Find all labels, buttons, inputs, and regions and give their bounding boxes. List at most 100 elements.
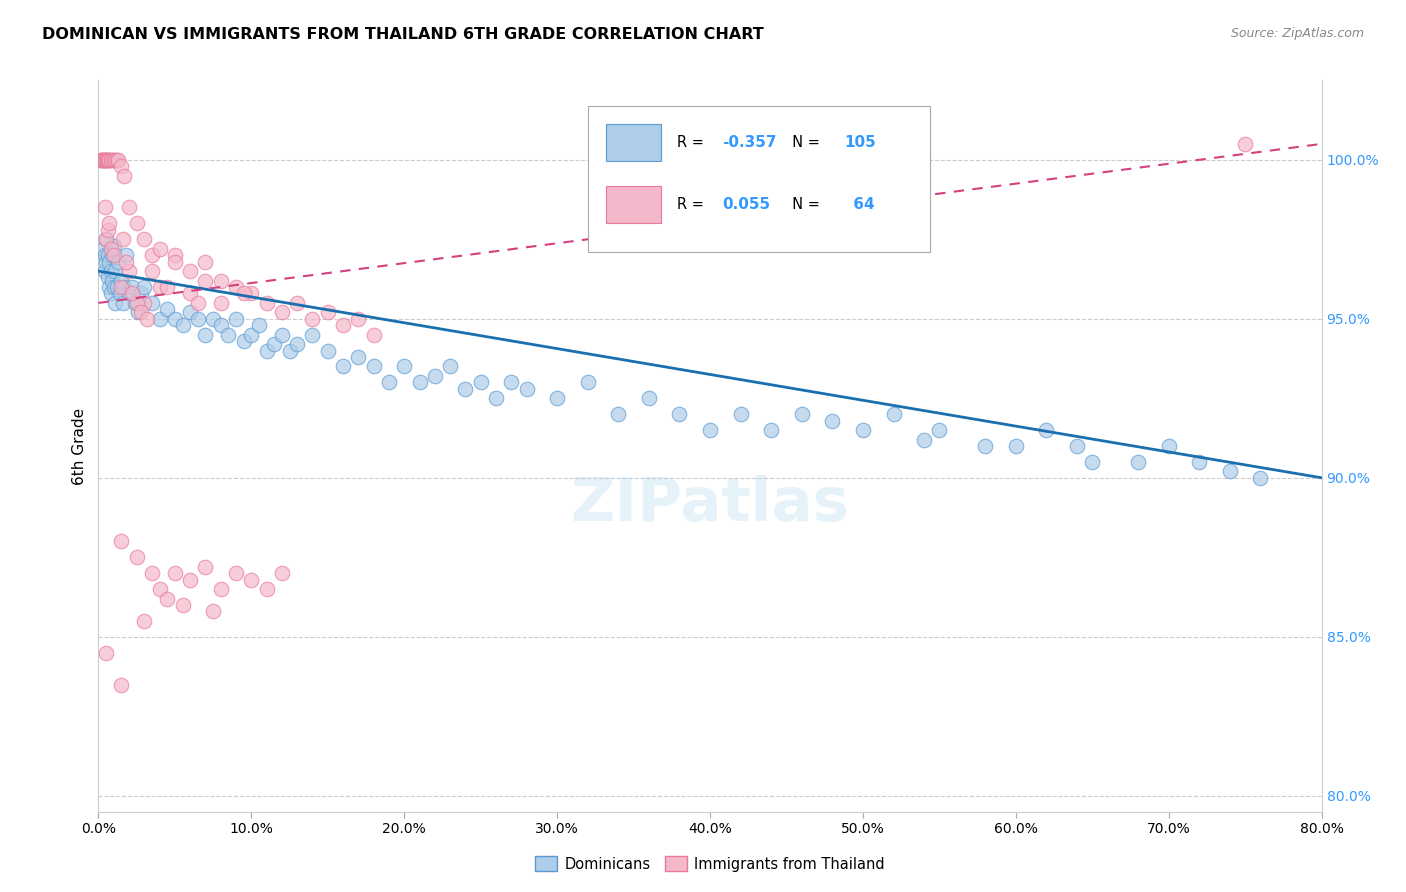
Point: [546, 392, 568, 406]
Point: [347, 311, 370, 326]
Point: [209, 318, 232, 333]
Point: [202, 604, 225, 618]
Point: [93, 153, 115, 167]
Point: [110, 677, 132, 691]
Point: [363, 327, 385, 342]
Point: [103, 238, 125, 252]
Point: [121, 280, 143, 294]
Point: [790, 407, 813, 421]
Point: [285, 296, 308, 310]
Point: [423, 369, 446, 384]
Point: [172, 598, 194, 612]
Point: [156, 591, 179, 606]
Point: [1128, 455, 1150, 469]
Point: [136, 311, 159, 326]
Point: [285, 337, 308, 351]
Point: [111, 232, 134, 246]
Point: [134, 280, 156, 294]
Point: [209, 296, 232, 310]
Text: 64: 64: [848, 197, 875, 212]
Point: [485, 392, 508, 406]
Point: [118, 201, 141, 215]
Point: [94, 232, 117, 246]
Point: [270, 305, 294, 319]
Point: [118, 264, 141, 278]
Point: [270, 327, 294, 342]
Legend: Dominicans, Immigrants from Thailand: Dominicans, Immigrants from Thailand: [530, 850, 890, 878]
Point: [194, 274, 217, 288]
Point: [209, 274, 232, 288]
Point: [149, 311, 172, 326]
Point: [1219, 465, 1241, 479]
Point: [127, 305, 149, 319]
Point: [576, 376, 599, 390]
Point: [111, 296, 134, 310]
Point: [163, 254, 186, 268]
Point: [470, 376, 492, 390]
Point: [607, 407, 630, 421]
Point: [172, 318, 194, 333]
Point: [270, 566, 294, 581]
Point: [91, 153, 114, 167]
Point: [1066, 439, 1088, 453]
Point: [240, 286, 263, 301]
Point: [316, 305, 339, 319]
Point: [179, 264, 201, 278]
Point: [94, 153, 117, 167]
Point: [179, 305, 201, 319]
Point: [141, 264, 163, 278]
Point: [91, 242, 114, 256]
Point: [124, 296, 146, 310]
Point: [115, 254, 138, 268]
Point: [118, 286, 141, 301]
Point: [301, 311, 323, 326]
Point: [301, 327, 323, 342]
Point: [100, 242, 122, 256]
Point: [516, 382, 538, 396]
Point: [97, 153, 120, 167]
Point: [115, 248, 138, 262]
Point: [141, 566, 163, 581]
Point: [187, 311, 209, 326]
Point: [179, 286, 201, 301]
Point: [730, 407, 752, 421]
Point: [91, 153, 114, 167]
Point: [110, 159, 132, 173]
Text: Source: ZipAtlas.com: Source: ZipAtlas.com: [1230, 27, 1364, 40]
Point: [883, 407, 905, 421]
Point: [1250, 471, 1272, 485]
Point: [97, 248, 120, 262]
Point: [232, 334, 254, 348]
Point: [225, 311, 247, 326]
FancyBboxPatch shape: [606, 124, 661, 161]
Point: [125, 296, 148, 310]
Point: [256, 582, 278, 596]
Point: [699, 423, 721, 437]
Point: [761, 423, 783, 437]
Point: [1234, 136, 1257, 151]
Point: [104, 296, 127, 310]
Point: [101, 153, 124, 167]
Text: N =: N =: [783, 197, 820, 212]
Point: [93, 201, 115, 215]
Point: [1004, 439, 1026, 453]
Point: [110, 274, 132, 288]
Point: [974, 439, 997, 453]
Point: [256, 343, 278, 358]
Point: [332, 318, 354, 333]
Point: [110, 534, 132, 549]
Point: [134, 296, 156, 310]
Point: [1081, 455, 1104, 469]
Point: [149, 280, 172, 294]
Point: [108, 286, 131, 301]
Point: [96, 153, 118, 167]
Point: [232, 286, 254, 301]
Point: [100, 286, 122, 301]
Point: [121, 286, 143, 301]
Point: [101, 274, 124, 288]
Point: [90, 153, 112, 167]
Text: 105: 105: [845, 135, 876, 150]
Point: [194, 327, 217, 342]
Point: [129, 305, 152, 319]
Point: [638, 392, 661, 406]
